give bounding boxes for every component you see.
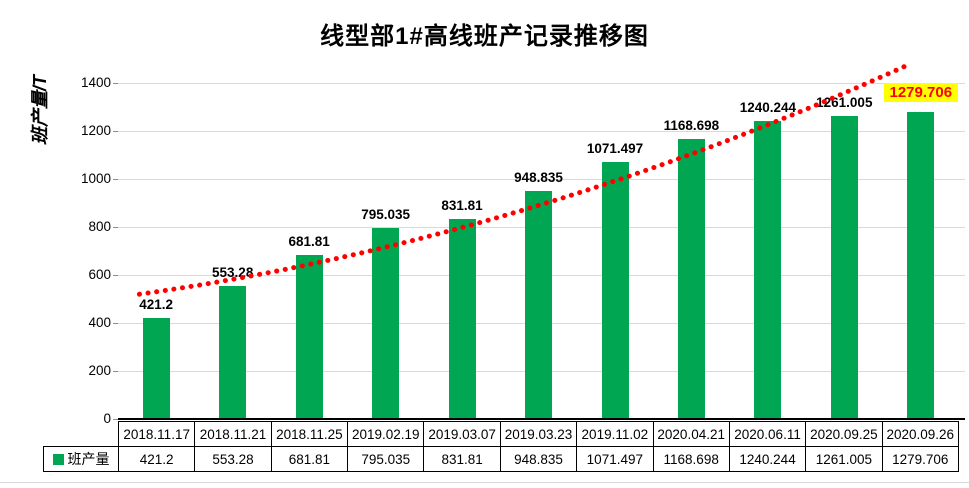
bar xyxy=(372,228,400,419)
bar xyxy=(677,138,705,419)
legend-cell: 班产量 xyxy=(43,446,119,472)
y-axis-tick xyxy=(113,371,118,372)
date-header-cell: 2019.03.23 xyxy=(499,421,578,447)
y-axis-tick xyxy=(113,179,118,180)
bar xyxy=(142,317,170,419)
bar-value-label: 831.81 xyxy=(441,198,483,214)
date-header-cell: 2019.03.07 xyxy=(423,421,501,447)
chart-bottom-border xyxy=(0,482,969,483)
bar xyxy=(219,286,247,419)
bar-value-label: 1071.497 xyxy=(586,140,644,156)
y-tick-label: 0 xyxy=(103,411,111,426)
bar xyxy=(448,219,476,419)
legend-label: 班产量 xyxy=(67,451,110,467)
date-header-cell: 2020.04.21 xyxy=(652,421,730,447)
bar xyxy=(601,161,629,419)
value-cell: 553.28 xyxy=(194,446,272,472)
y-tick-label: 600 xyxy=(88,267,111,282)
y-tick-label: 1000 xyxy=(80,171,111,186)
y-axis-tick xyxy=(113,275,118,276)
date-header-cell: 2020.09.26 xyxy=(881,421,959,447)
y-tick-label: 1400 xyxy=(80,75,111,90)
value-cell: 795.035 xyxy=(347,446,425,472)
value-cell: 1240.244 xyxy=(728,446,807,472)
bar xyxy=(830,116,858,419)
date-header-row: 2018.11.17 2018.11.21 2018.11.25 2019.02.19… xyxy=(118,421,959,447)
value-cell: 1168.698 xyxy=(652,446,730,472)
value-cell: 421.2 xyxy=(118,446,196,472)
bar-value-label: 421.2 xyxy=(139,296,174,312)
value-cell: 1071.497 xyxy=(576,446,654,472)
bar xyxy=(295,255,323,419)
bar-value-label: 1168.698 xyxy=(663,117,720,133)
y-tick-label: 1200 xyxy=(80,123,111,138)
bar xyxy=(754,121,782,419)
date-header-cell: 2018.11.21 xyxy=(194,421,272,447)
date-header-cell: 2019.02.19 xyxy=(347,421,425,447)
y-tick-label: 200 xyxy=(88,363,111,378)
date-header-cell: 2019.11.02 xyxy=(576,421,654,447)
value-cell: 831.81 xyxy=(423,446,501,472)
y-tick-label: 400 xyxy=(88,315,111,330)
y-axis-title: 班产量/T xyxy=(30,75,50,145)
gridline xyxy=(118,83,965,84)
chart-title: 线型部1#高线班产记录推移图 xyxy=(320,23,649,50)
date-header-cell: 2020.06.11 xyxy=(728,421,807,447)
date-header-cell: 2018.11.25 xyxy=(270,421,349,447)
value-row: 421.2 553.28 681.81 795.035 831.81 948.835 107… xyxy=(118,446,959,472)
y-axis-tick xyxy=(113,131,118,132)
bar xyxy=(525,191,552,419)
legend-swatch-icon xyxy=(52,453,64,465)
highlighted-value-label: 1279.706 xyxy=(883,82,959,102)
bar-value-label: 553.28 xyxy=(212,265,254,281)
date-header-cell: 2018.11.17 xyxy=(118,421,196,447)
y-axis-tick xyxy=(113,323,118,324)
date-header-cell: 2020.09.25 xyxy=(805,421,883,447)
bar-value-label: 1279.706 xyxy=(866,82,969,102)
value-cell: 681.81 xyxy=(270,446,349,472)
value-cell: 1261.005 xyxy=(805,446,883,472)
bar-value-label: 681.81 xyxy=(288,234,330,250)
y-axis-tick xyxy=(113,419,118,420)
value-cell: 948.835 xyxy=(499,446,578,472)
y-axis-tick xyxy=(113,227,118,228)
value-cell: 1279.706 xyxy=(881,446,959,472)
y-tick-label: 800 xyxy=(88,219,111,234)
bar-value-label: 948.835 xyxy=(514,170,563,186)
bar xyxy=(907,111,935,419)
x-axis-line xyxy=(118,418,965,420)
y-axis-tick xyxy=(113,83,118,84)
